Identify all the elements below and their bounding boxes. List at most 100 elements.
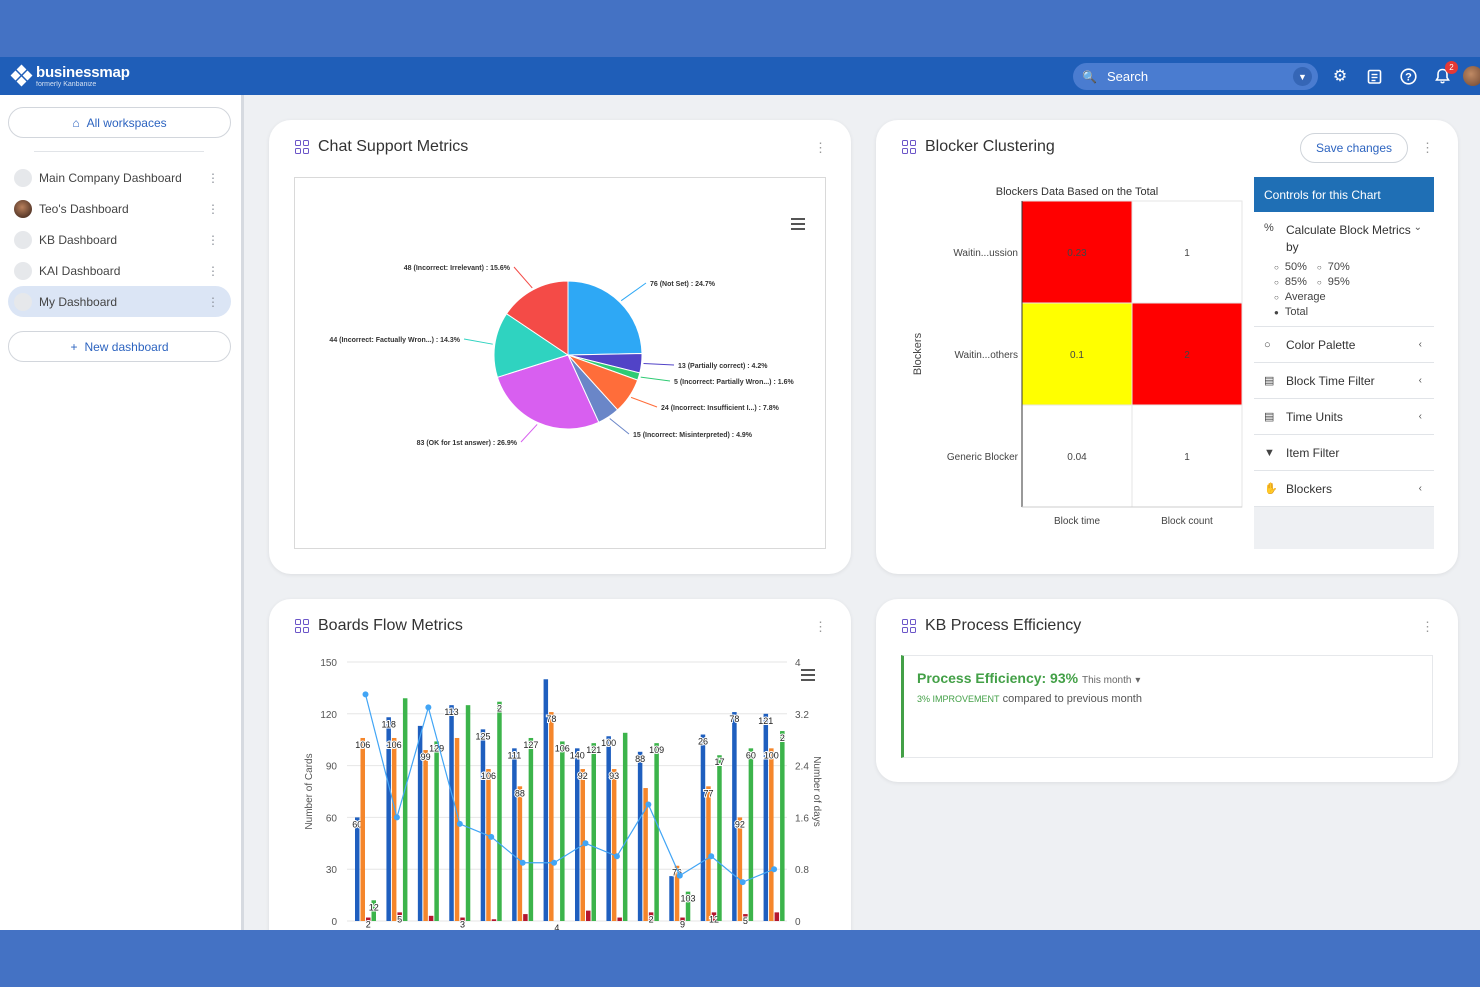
brand-logo[interactable]: businessmap formerly Kanbanize — [10, 63, 130, 88]
bar-value-label: 127 — [523, 740, 538, 750]
heatmap-title: Blockers Data Based on the Total — [996, 186, 1158, 198]
card-menu-icon[interactable]: ⋮ — [814, 619, 827, 634]
chart-controls-panel: Controls for this Chart % Calculate Bloc… — [1254, 177, 1434, 549]
bar-value-label: 106 — [481, 771, 496, 781]
card-menu-icon[interactable]: ⋮ — [1421, 619, 1434, 634]
bar — [575, 748, 580, 921]
sidebar-item-label: KB Dashboard — [39, 232, 118, 247]
y2-tick-label: 4 — [795, 658, 801, 669]
search-input[interactable]: 🔍 Search ▼ — [1073, 63, 1318, 90]
bar — [371, 900, 376, 921]
line-point — [676, 872, 683, 879]
y2-tick-label: 3.2 — [795, 710, 809, 721]
bar — [355, 817, 360, 921]
sidebar-item-kai-dashboard[interactable]: KAI Dashboard ⋮ — [8, 255, 231, 286]
bar — [434, 741, 439, 921]
gear-icon[interactable]: ⚙ — [1332, 68, 1348, 85]
bar — [428, 915, 434, 921]
bar — [685, 891, 691, 921]
new-dashboard-button[interactable]: + New dashboard — [8, 331, 231, 362]
bar — [497, 701, 502, 921]
y-tick-label: 0 — [331, 917, 337, 928]
bar-value-label: 2 — [649, 914, 654, 924]
section-label: Blockers — [1286, 481, 1333, 496]
chevron-left-icon[interactable]: ‹ — [1418, 411, 1422, 422]
bar-value-label: 106 — [355, 740, 370, 750]
bar-value-label: 78 — [546, 714, 556, 724]
card-menu-icon[interactable]: ⋮ — [1421, 140, 1434, 155]
chat-support-card: Chat Support Metrics ⋮ 76 (Not Set) : 24… — [269, 120, 851, 574]
sidebar-item-kb-dashboard[interactable]: KB Dashboard ⋮ — [8, 224, 231, 255]
line-point — [456, 820, 463, 827]
chart-menu-icon[interactable] — [791, 218, 805, 230]
heatmap-row-label: Waitin...others — [954, 350, 1018, 361]
chevron-left-icon[interactable]: ‹ — [1418, 339, 1422, 350]
bar — [528, 737, 534, 921]
line-point — [582, 840, 589, 847]
more-options-icon[interactable]: ⋮ — [207, 201, 219, 216]
pie-slice — [493, 313, 570, 378]
chevron-left-icon[interactable]: ‹ — [1418, 483, 1422, 494]
time-units-section[interactable]: ▤ Time Units ‹ — [1254, 399, 1434, 435]
radio-option[interactable]: ● Total — [1274, 306, 1309, 318]
bar — [549, 712, 554, 921]
brand-name: businessmap — [36, 63, 130, 81]
color-palette-section[interactable]: ○ Color Palette ‹ — [1254, 327, 1434, 363]
bar — [643, 788, 648, 921]
line-point — [488, 833, 495, 840]
plus-icon: + — [70, 339, 78, 354]
heatmap-cell-value: 0.1 — [1070, 350, 1084, 361]
bar-value-label: 3 — [460, 920, 465, 930]
bar-value-label: 60 — [352, 819, 362, 829]
app-window: businessmap formerly Kanbanize 🔍 Search … — [0, 57, 1480, 930]
bar — [748, 748, 754, 921]
section-label: Block Time Filter — [1286, 373, 1375, 388]
bar-value-label: 17 — [714, 757, 724, 767]
card-menu-icon[interactable]: ⋮ — [814, 140, 827, 155]
search-placeholder: Search — [1106, 69, 1149, 84]
sidebar-item-my-dashboard[interactable]: My Dashboard ⋮ — [8, 286, 231, 317]
more-options-icon[interactable]: ⋮ — [207, 294, 219, 309]
bar — [743, 914, 748, 921]
heatmap-row-label: Generic Blocker — [947, 452, 1019, 463]
dashboard-avatar — [14, 230, 32, 249]
heatmap-chart: Blockers Data Based on the Total Waitin..… — [912, 186, 1243, 527]
calculate-block-metrics-section[interactable]: % Calculate Block Metrics by ⌄ ○ 50% ○ 70% ○… — [1254, 212, 1434, 327]
all-workspaces-button[interactable]: ⌂ All workspaces — [8, 107, 231, 138]
period-selector[interactable]: This month — [1081, 675, 1132, 686]
user-avatar[interactable] — [1463, 66, 1480, 86]
more-options-icon[interactable]: ⋮ — [207, 170, 219, 185]
chevron-down-icon[interactable]: ⌄ — [1413, 222, 1422, 233]
more-options-icon[interactable]: ⋮ — [207, 263, 219, 278]
comparison-text: compared to previous month — [1002, 693, 1142, 705]
bar — [737, 817, 743, 921]
more-options-icon[interactable]: ⋮ — [207, 232, 219, 247]
help-icon[interactable]: ? — [1398, 66, 1418, 86]
heatmap-cell — [1021, 302, 1133, 406]
bar — [391, 737, 397, 921]
bar — [386, 717, 391, 921]
block-time-filter-section[interactable]: ▤ Block Time Filter ‹ — [1254, 363, 1434, 399]
item-filter-section[interactable]: ▼ Item Filter — [1254, 435, 1434, 471]
save-changes-button[interactable]: Save changes — [1300, 133, 1408, 163]
radio-option[interactable]: ○ Average — [1274, 291, 1326, 303]
palette-icon: ○ — [1264, 338, 1271, 351]
chevron-left-icon[interactable]: ‹ — [1418, 375, 1422, 386]
radio-option[interactable]: ○ 50% — [1274, 261, 1307, 273]
chevron-down-icon[interactable]: ▼ — [1293, 67, 1312, 86]
sidebar-item-teos-dashboard[interactable]: Teo's Dashboard ⋮ — [8, 193, 231, 224]
bar-value-label: 2 — [366, 920, 371, 930]
bar — [586, 910, 591, 921]
sidebar-item-main-company-dashboard[interactable]: Main Company Dashboard ⋮ — [8, 162, 231, 193]
radio-option[interactable]: ○ 95% — [1316, 276, 1350, 288]
bell-icon[interactable]: 2 — [1432, 61, 1458, 86]
clipboard-icon[interactable] — [1364, 66, 1384, 86]
chart-menu-icon[interactable] — [801, 669, 815, 681]
chevron-down-icon[interactable]: ▾ — [1135, 675, 1141, 686]
filter-icon: ▼ — [1264, 446, 1275, 459]
home-icon: ⌂ — [72, 115, 80, 130]
radio-option[interactable]: ○ 70% — [1316, 261, 1350, 273]
blockers-section[interactable]: ✋ Blockers ‹ — [1254, 471, 1434, 507]
radio-option[interactable]: ○ 85% — [1274, 276, 1307, 288]
pie-leader-line — [620, 282, 647, 302]
